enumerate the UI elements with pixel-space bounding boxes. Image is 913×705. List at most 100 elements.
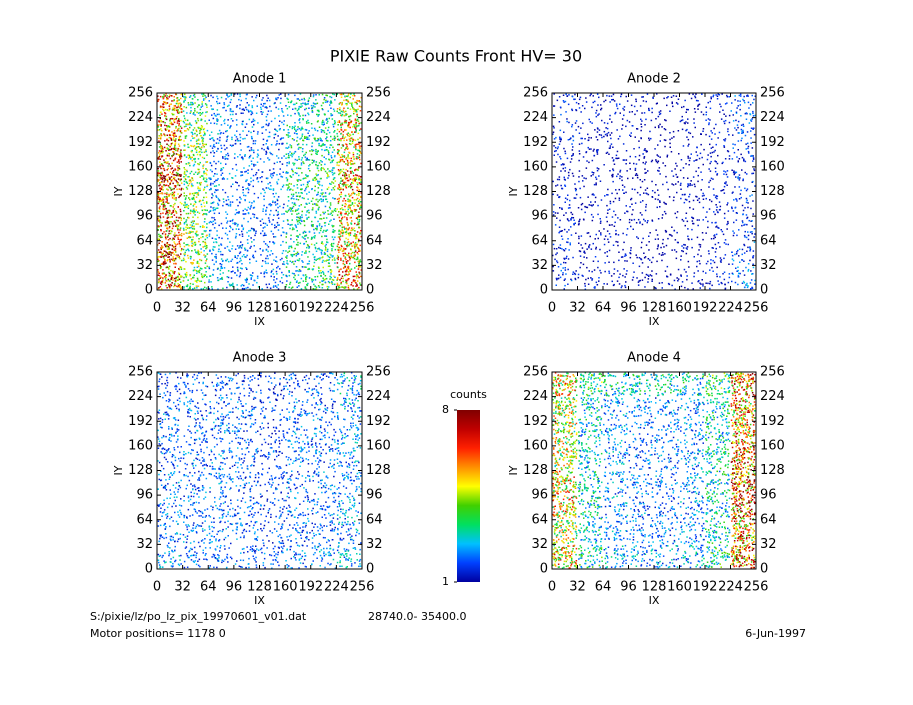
- count-pixel: [296, 220, 299, 223]
- count-pixel: [165, 93, 167, 95]
- count-pixel: [203, 213, 205, 215]
- count-pixel: [301, 133, 304, 135]
- count-pixel: [199, 154, 201, 157]
- count-pixel: [225, 109, 227, 112]
- count-pixel: [206, 223, 208, 225]
- count-pixel: [230, 125, 232, 127]
- count-pixel: [337, 276, 339, 279]
- panel-title: Anode 2: [627, 72, 681, 87]
- count-pixel: [737, 100, 739, 102]
- count-pixel: [560, 113, 562, 116]
- count-pixel: [261, 171, 264, 173]
- count-pixel: [351, 256, 354, 259]
- count-pixel: [217, 189, 219, 191]
- count-pixel: [183, 144, 186, 146]
- count-pixel: [320, 218, 323, 220]
- count-pixel: [216, 118, 218, 120]
- count-pixel: [360, 192, 362, 194]
- count-pixel: [177, 219, 179, 222]
- count-pixel: [240, 149, 242, 151]
- count-pixel: [356, 237, 358, 240]
- count-pixel: [338, 274, 341, 276]
- count-pixel: [277, 288, 280, 290]
- count-pixel: [238, 234, 241, 236]
- count-pixel: [185, 206, 187, 208]
- count-pixel: [324, 163, 326, 166]
- count-pixel: [232, 183, 234, 185]
- count-pixel: [295, 191, 297, 194]
- count-pixel: [302, 183, 305, 186]
- count-pixel: [317, 169, 320, 172]
- count-pixel: [360, 176, 362, 178]
- count-pixel: [172, 173, 175, 176]
- count-pixel: [238, 98, 240, 101]
- count-pixel: [288, 250, 291, 252]
- count-pixel: [252, 157, 254, 159]
- count-pixel: [341, 103, 343, 105]
- count-pixel: [226, 258, 229, 261]
- count-pixel: [226, 136, 228, 138]
- count-pixel: [211, 108, 213, 111]
- count-pixel: [350, 204, 352, 206]
- count-pixel: [359, 208, 361, 210]
- count-pixel: [179, 216, 182, 219]
- count-pixel: [290, 287, 293, 289]
- heatmap-cell: [183, 142, 209, 167]
- count-pixel: [268, 122, 270, 125]
- count-pixel: [323, 144, 325, 146]
- count-pixel: [336, 132, 338, 135]
- count-pixel: [270, 209, 272, 212]
- count-pixel: [300, 146, 302, 149]
- count-pixel: [198, 262, 200, 265]
- count-pixel: [332, 167, 334, 169]
- count-pixel: [260, 111, 262, 113]
- count-pixel: [262, 208, 264, 210]
- count-pixel: [187, 254, 189, 257]
- count-pixel: [743, 95, 745, 98]
- count-pixel: [591, 106, 593, 109]
- count-pixel: [185, 106, 188, 109]
- count-pixel: [212, 150, 214, 152]
- count-pixel: [265, 257, 267, 260]
- count-pixel: [204, 238, 207, 241]
- count-pixel: [212, 201, 215, 203]
- count-pixel: [166, 266, 168, 268]
- count-pixel: [172, 151, 174, 153]
- count-pixel: [307, 209, 310, 212]
- count-pixel: [314, 176, 317, 179]
- count-pixel: [356, 111, 358, 113]
- count-pixel: [347, 121, 350, 124]
- count-pixel: [242, 189, 244, 191]
- count-pixel: [187, 243, 189, 246]
- count-pixel: [189, 156, 191, 158]
- count-pixel: [257, 154, 260, 157]
- count-pixel: [710, 96, 712, 98]
- count-pixel: [298, 127, 300, 130]
- count-pixel: [359, 282, 361, 284]
- count-pixel: [306, 217, 308, 219]
- count-pixel: [254, 140, 257, 142]
- count-pixel: [623, 106, 626, 108]
- count-pixel: [189, 122, 191, 124]
- count-pixel: [317, 115, 319, 117]
- count-pixel: [317, 285, 320, 287]
- count-pixel: [552, 133, 554, 135]
- count-pixel: [312, 134, 314, 136]
- count-pixel: [193, 163, 196, 166]
- count-pixel: [253, 229, 255, 231]
- count-pixel: [246, 209, 248, 211]
- count-pixel: [178, 286, 181, 288]
- count-pixel: [329, 253, 331, 255]
- count-pixel: [223, 178, 225, 180]
- count-pixel: [205, 168, 207, 170]
- count-pixel: [276, 183, 279, 185]
- count-pixel: [176, 285, 178, 287]
- count-pixel: [183, 154, 186, 156]
- count-pixel: [222, 189, 224, 191]
- count-pixel: [220, 243, 222, 245]
- count-pixel: [278, 224, 280, 226]
- count-pixel: [184, 119, 187, 121]
- count-pixel: [355, 178, 358, 180]
- count-pixel: [174, 248, 177, 250]
- count-pixel: [173, 176, 175, 179]
